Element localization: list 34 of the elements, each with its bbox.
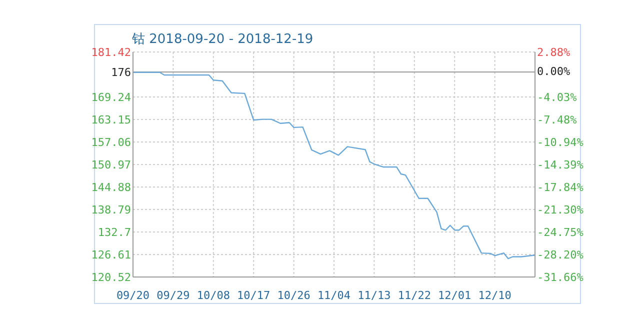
line-series [133,72,535,260]
y-tick-label: 126.61 [91,248,131,262]
y-tick-label: 181.42 [91,46,131,59]
x-tick-label: 09/20 [116,288,150,302]
chart-title: 钴 2018-09-20 - 2018-12-19 [132,31,314,48]
x-tick-label: 12/10 [478,288,512,302]
y-tick-label: 138.79 [91,204,131,216]
y2-tick-label: -21.30% [537,204,584,217]
y-tick-label: 169.24 [91,91,132,104]
y-tick-label: 150.97 [91,158,131,172]
x-tick-label: 10/08 [196,288,230,302]
y-tick-label: 144.88 [91,181,131,194]
x-tick-label: 11/04 [317,288,351,302]
y2-tick-label: -31.66% [537,271,584,284]
x-tick-label: 11/22 [398,288,431,302]
x-tick-label: 10/26 [277,288,310,302]
y2-tick-label: -17.84% [537,180,584,194]
x-tick-label: 09/29 [156,288,190,302]
x-tick-label: 10/17 [237,288,270,302]
y2-tick-label: -10.94% [537,136,584,150]
y-tick-label: 132.7 [98,226,131,239]
y2-tick-label: -7.48% [537,113,578,126]
y2-tick-label: -28.20% [537,248,584,262]
y2-tick-label: -14.39% [537,158,584,172]
y2-tick-label: 2.88% [537,46,570,59]
y-tick-label: 163.15 [91,114,131,126]
x-tick-label: 12/01 [438,288,472,302]
y2-tick-label: 0.00% [537,64,570,78]
y-tick-label: 176 [111,66,131,80]
y-tick-label: 157.06 [91,136,131,149]
y-tick-label: 120.52 [91,271,131,284]
y2-tick-label: -4.03% [537,91,578,104]
y2-tick-label: -24.75% [537,226,584,239]
x-tick-label: 11/13 [358,288,391,302]
